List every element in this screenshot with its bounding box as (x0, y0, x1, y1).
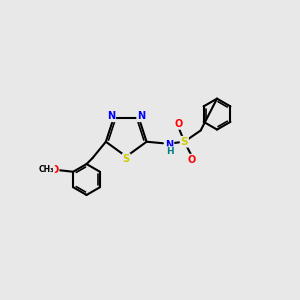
Text: N: N (107, 111, 115, 121)
Text: O: O (187, 154, 196, 165)
Text: O: O (175, 119, 183, 129)
Text: N: N (137, 111, 145, 121)
Text: CH₃: CH₃ (39, 165, 55, 174)
Text: S: S (123, 154, 130, 164)
Text: S: S (181, 137, 188, 147)
Text: H: H (166, 147, 173, 156)
Text: N: N (165, 140, 173, 150)
Text: O: O (50, 165, 59, 175)
